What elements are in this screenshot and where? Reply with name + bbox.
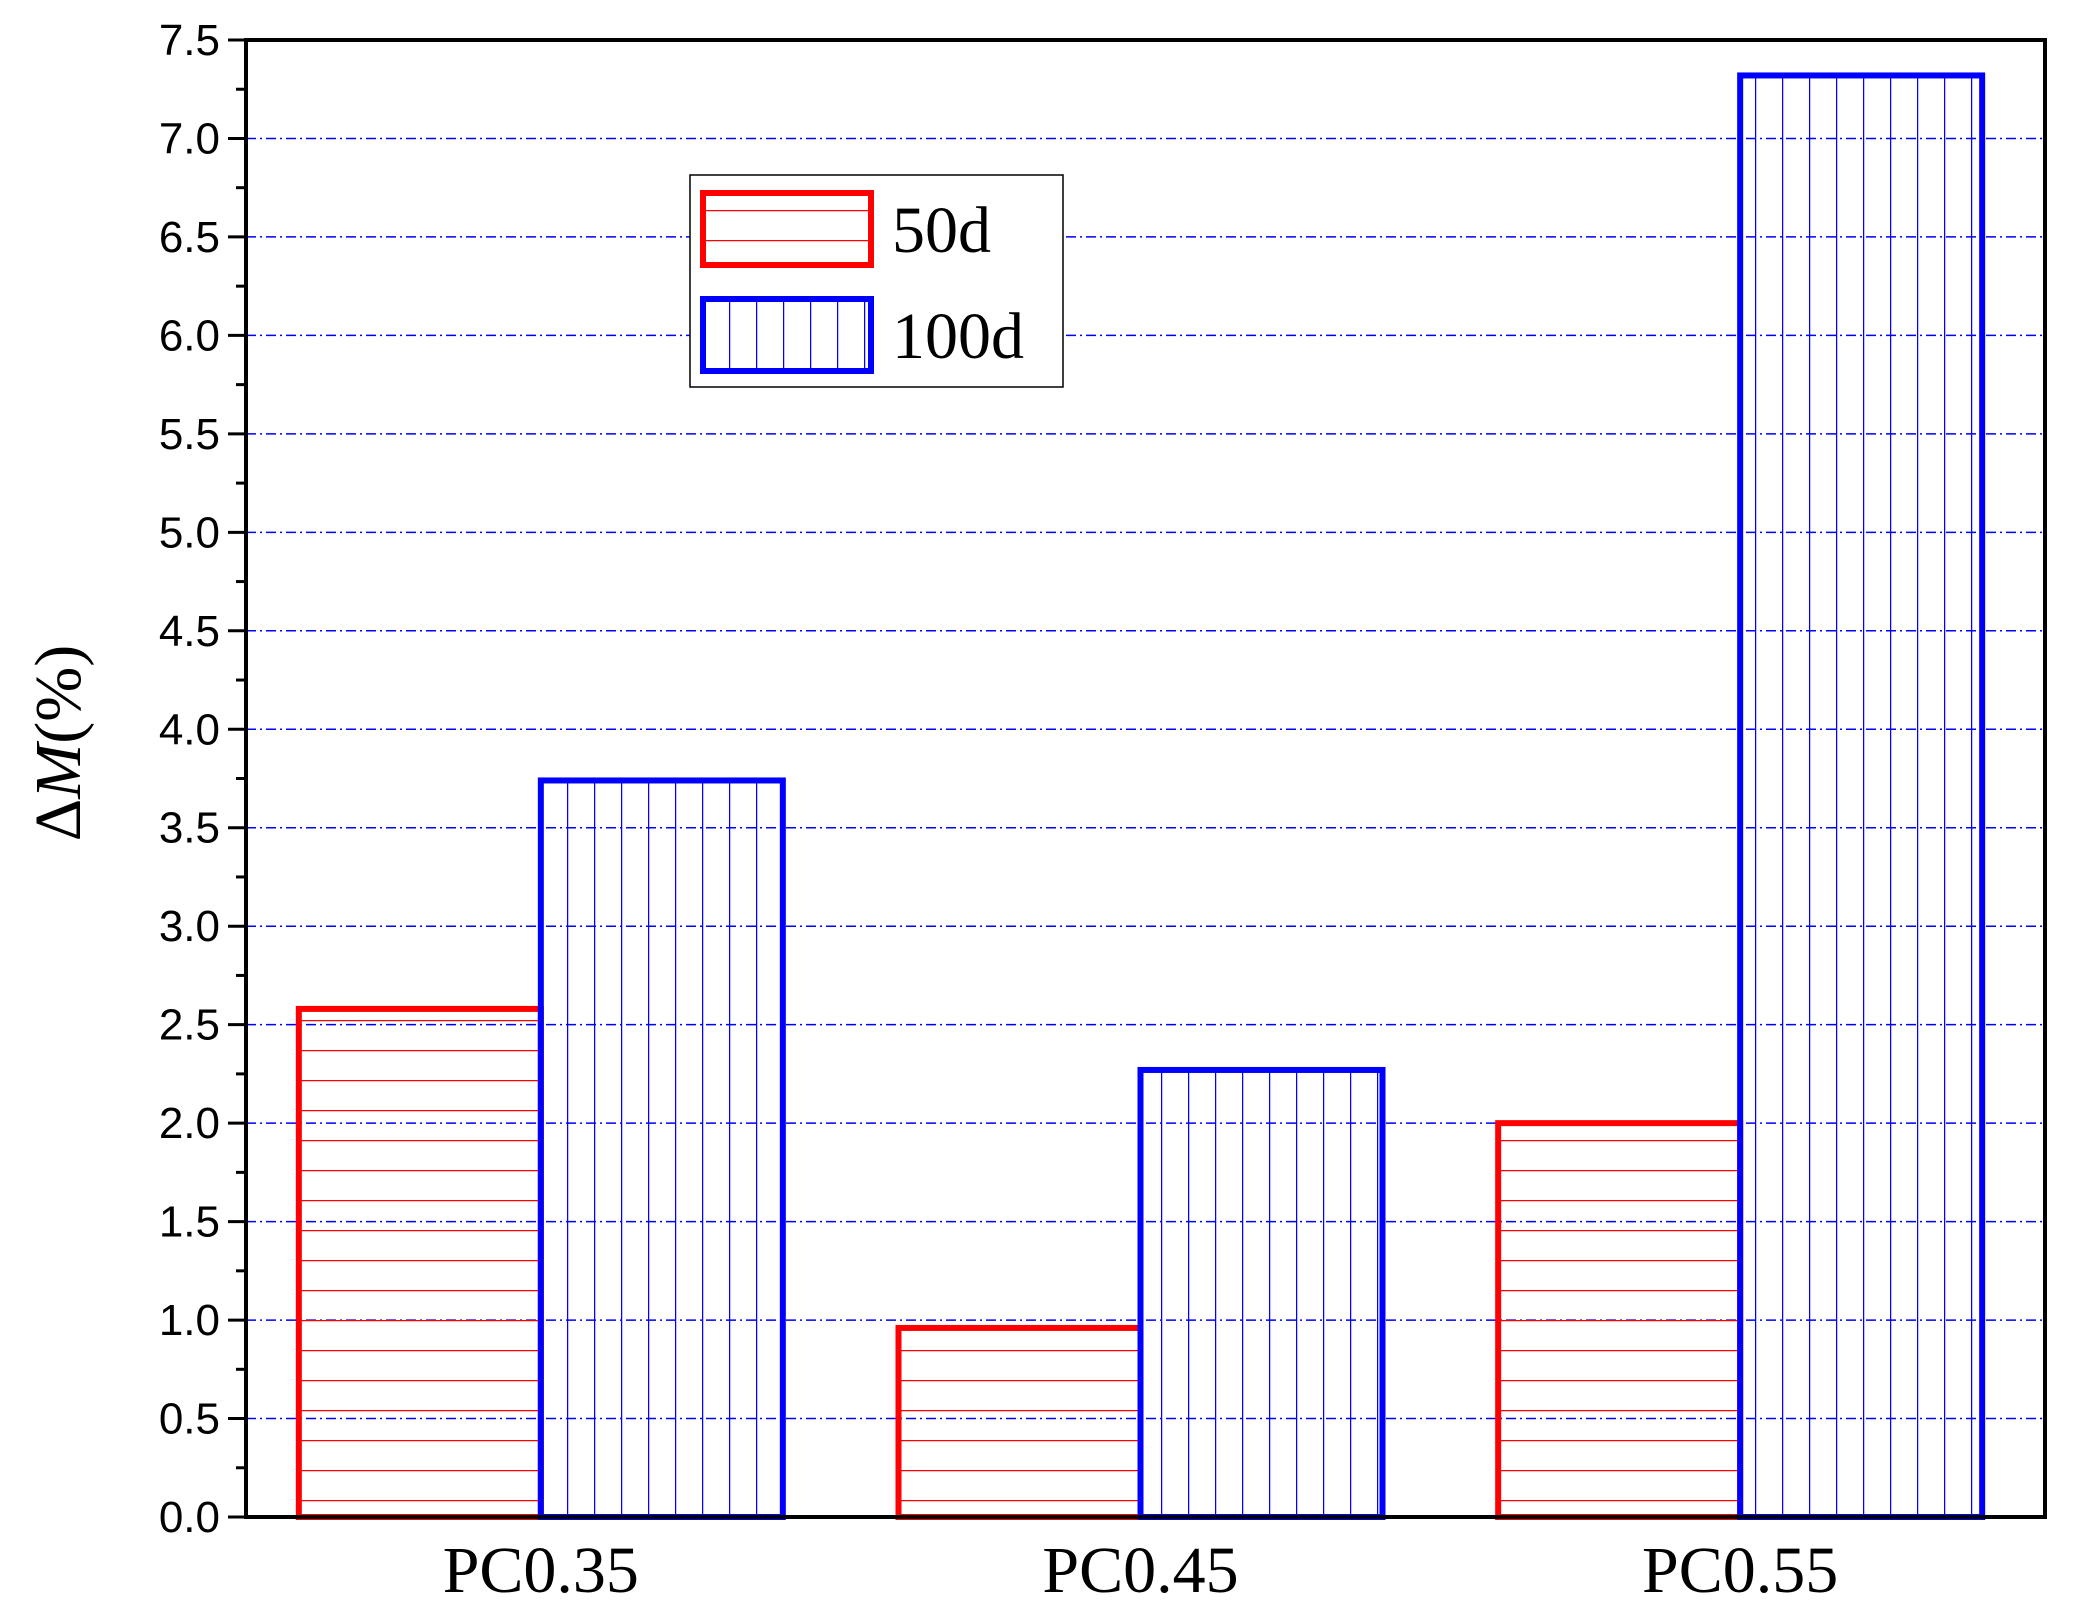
y-tick-label: 2.0 (159, 1099, 220, 1148)
y-tick-label: 3.0 (159, 902, 220, 951)
legend-swatch-50d (700, 190, 874, 268)
y-tick-label: 2.5 (159, 1001, 220, 1050)
x-tick-label: PC0.35 (443, 1534, 639, 1606)
bar-100d-PC0.55 (1737, 72, 1986, 1520)
y-axis-label-var: M (22, 740, 95, 800)
x-tick-label: PC0.55 (1642, 1534, 1838, 1606)
y-tick-label: 0.5 (159, 1395, 220, 1444)
bar-50d-PC0.55 (1495, 1120, 1744, 1520)
bar-100d-PC0.45 (1137, 1066, 1386, 1520)
legend: 50d 100d (689, 174, 1064, 388)
y-tick-label: 1.0 (159, 1296, 220, 1345)
y-axis-label-unit: (%) (22, 645, 95, 744)
y-tick-label: 5.0 (159, 508, 220, 557)
bar-50d-PC0.35 (295, 1005, 544, 1520)
x-tick-label: PC0.45 (1042, 1534, 1238, 1606)
bar-100d-PC0.35 (537, 777, 786, 1520)
y-tick-label: 5.5 (159, 410, 220, 459)
y-tick-label: 0.0 (159, 1493, 220, 1542)
bar-50d-PC0.45 (895, 1324, 1144, 1520)
legend-label-50d: 50d (892, 194, 991, 267)
x-axis-labels: PC0.35 PC0.45 PC0.55 (443, 1534, 1839, 1606)
y-tick-label: 4.5 (159, 607, 220, 656)
bars (295, 72, 1986, 1520)
y-tick-label: 6.5 (159, 213, 220, 262)
y-tick-label: 7.0 (159, 114, 220, 163)
y-tick-label: 6.0 (159, 311, 220, 360)
y-tick-label: 1.5 (159, 1198, 220, 1247)
legend-label-100d: 100d (892, 300, 1024, 373)
y-axis-ticks: 0.0 0.5 1.0 1.5 2.0 2.5 3.0 3.5 4.0 4.5 5.0 5.5 6.0 6… (159, 16, 246, 1542)
y-tick-label: 4.0 (159, 705, 220, 754)
y-tick-label: 7.5 (159, 16, 220, 65)
y-axis-label-delta: Δ (22, 799, 95, 841)
y-tick-label: 3.5 (159, 804, 220, 853)
y-axis-label: ΔM(%) (22, 645, 95, 841)
legend-swatch-100d (700, 296, 874, 374)
